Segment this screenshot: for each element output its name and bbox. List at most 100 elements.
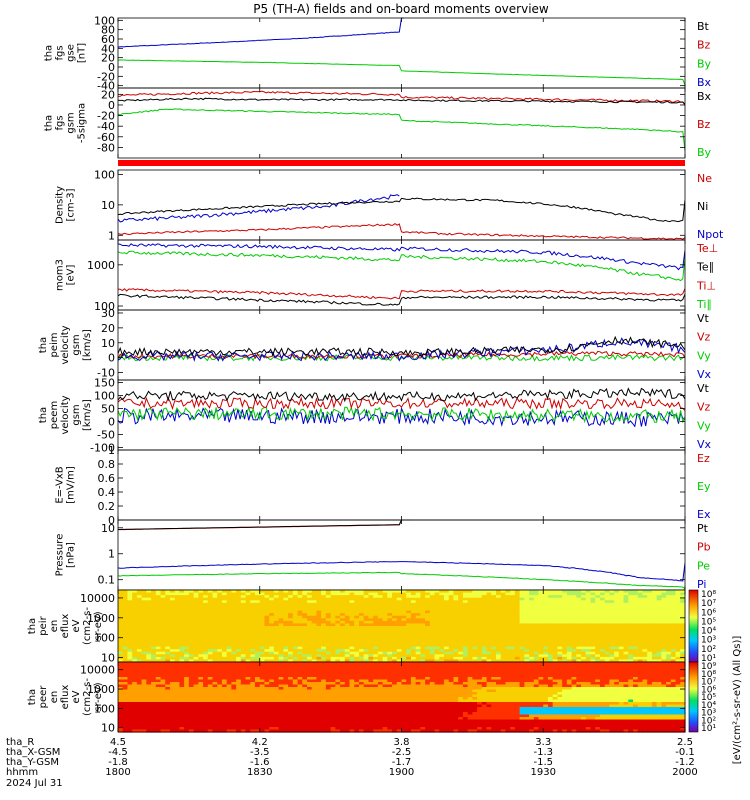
spectrogram-cell <box>467 615 473 619</box>
spectrogram-cell <box>349 605 355 609</box>
spectrogram-cell <box>420 631 426 635</box>
spectrogram-cell <box>307 602 313 607</box>
spectrogram-cell <box>316 674 322 678</box>
spectrogram-cell <box>141 656 147 661</box>
spectrogram-cell <box>505 592 511 596</box>
spectrogram-cell <box>155 631 162 635</box>
spectrogram-cell <box>264 638 270 643</box>
spectrogram-cell <box>311 626 318 630</box>
spectrogram-cell <box>581 654 587 658</box>
spectrogram-cell <box>141 613 147 617</box>
spectrogram-cell <box>325 602 332 607</box>
spectrogram-cell <box>425 631 431 635</box>
spectrogram-cell <box>340 615 346 619</box>
spectrogram-cell <box>642 633 648 637</box>
spectrogram-cell <box>264 702 270 706</box>
spectrogram-cell <box>226 714 232 718</box>
spectrogram-cell <box>179 656 185 661</box>
spectrogram-cell <box>661 595 667 599</box>
spectrogram-cell <box>132 699 138 703</box>
spectrogram-cell <box>496 597 502 601</box>
spectrogram-cell <box>169 694 176 698</box>
spectrogram-cell <box>585 631 592 635</box>
spectrogram-cell <box>581 633 587 637</box>
spectrogram-cell <box>453 613 459 617</box>
spectrogram-cell <box>297 602 303 607</box>
spectrogram-cell <box>458 636 464 640</box>
spectrogram-cell <box>576 595 582 599</box>
spectrogram-cell <box>514 649 521 653</box>
spectrogram-cell <box>141 724 147 728</box>
spectrogram-cell <box>127 714 133 718</box>
spectrogram-cell <box>618 623 625 627</box>
spectrogram-cell <box>496 638 502 643</box>
spectrogram-cell <box>217 674 223 678</box>
spectrogram-cell <box>618 602 625 607</box>
spectrogram-cell <box>392 626 398 630</box>
spectrogram-cell <box>212 618 218 622</box>
spectrogram-cell <box>467 654 473 658</box>
spectrogram-cell <box>278 610 284 614</box>
spectrogram-cell <box>571 592 577 596</box>
spectrogram-cell <box>240 719 247 723</box>
spectrogram-cell <box>429 659 436 663</box>
spectrogram-cell <box>132 620 138 625</box>
spectrogram-cell <box>590 597 596 601</box>
spectrogram-cell <box>675 659 681 663</box>
spectrogram-cell <box>410 659 417 663</box>
spectrogram-cell <box>118 687 124 691</box>
spectrogram-cell <box>340 602 346 607</box>
spectrogram-cell <box>425 646 431 650</box>
spectrogram-cell <box>136 684 143 688</box>
spectrogram-cell <box>179 662 185 666</box>
spectrogram-cell <box>283 662 289 666</box>
spectrogram-cell <box>169 620 176 625</box>
spectrogram-cell <box>141 702 147 706</box>
spectrogram-cell <box>562 623 568 627</box>
spectrogram-cell <box>637 605 644 609</box>
spectrogram-cell <box>188 682 195 686</box>
spectrogram-cell <box>354 595 360 599</box>
spectrogram-cell <box>377 602 384 607</box>
spectrogram-cell <box>240 638 247 643</box>
spectrogram-cell <box>245 689 251 693</box>
spectrogram-cell <box>472 626 478 630</box>
spectrogram-cell <box>165 704 171 708</box>
spectrogram-cell <box>595 610 601 614</box>
spectrogram-cell <box>628 644 634 648</box>
spectrogram-cell <box>259 707 266 711</box>
spectrogram-cell <box>609 608 615 612</box>
spectrogram-cell <box>160 667 166 671</box>
spectrogram-cell <box>188 590 195 594</box>
spectrogram-cell <box>410 644 417 648</box>
spectrogram-cell <box>330 672 336 676</box>
spectrogram-cell <box>500 590 507 594</box>
spectrogram-cell <box>174 689 181 693</box>
spectrogram-cell <box>174 646 181 650</box>
spectrogram-cell <box>396 592 403 596</box>
spectrogram-cell <box>212 719 218 723</box>
spectrogram-cell <box>382 641 388 645</box>
spectrogram-cell <box>198 656 204 661</box>
spectrogram-cell <box>165 724 171 728</box>
spectrogram-cell <box>335 659 341 663</box>
spectrogram-cell <box>623 615 629 619</box>
spectrogram-cell <box>188 654 195 658</box>
spectrogram-cell <box>193 649 199 653</box>
spectrogram-cell <box>444 613 450 617</box>
spectrogram-cell <box>519 633 525 637</box>
spectrogram-cell <box>633 615 639 619</box>
spectrogram-cell <box>358 633 365 637</box>
spectrogram-cell <box>207 699 214 703</box>
spectrogram-cell <box>599 636 606 640</box>
spectrogram-cell <box>136 651 143 655</box>
spectrogram-cell <box>406 636 412 640</box>
spectrogram-cell <box>538 620 544 625</box>
spectrogram-cell <box>647 654 653 658</box>
spectrogram-cell <box>269 592 275 596</box>
spectrogram-cell <box>184 719 190 723</box>
spectrogram-cell <box>444 590 450 594</box>
spectrogram-cell <box>288 641 294 645</box>
spectrogram-cell <box>127 600 133 604</box>
spectrogram-cell <box>146 704 152 708</box>
